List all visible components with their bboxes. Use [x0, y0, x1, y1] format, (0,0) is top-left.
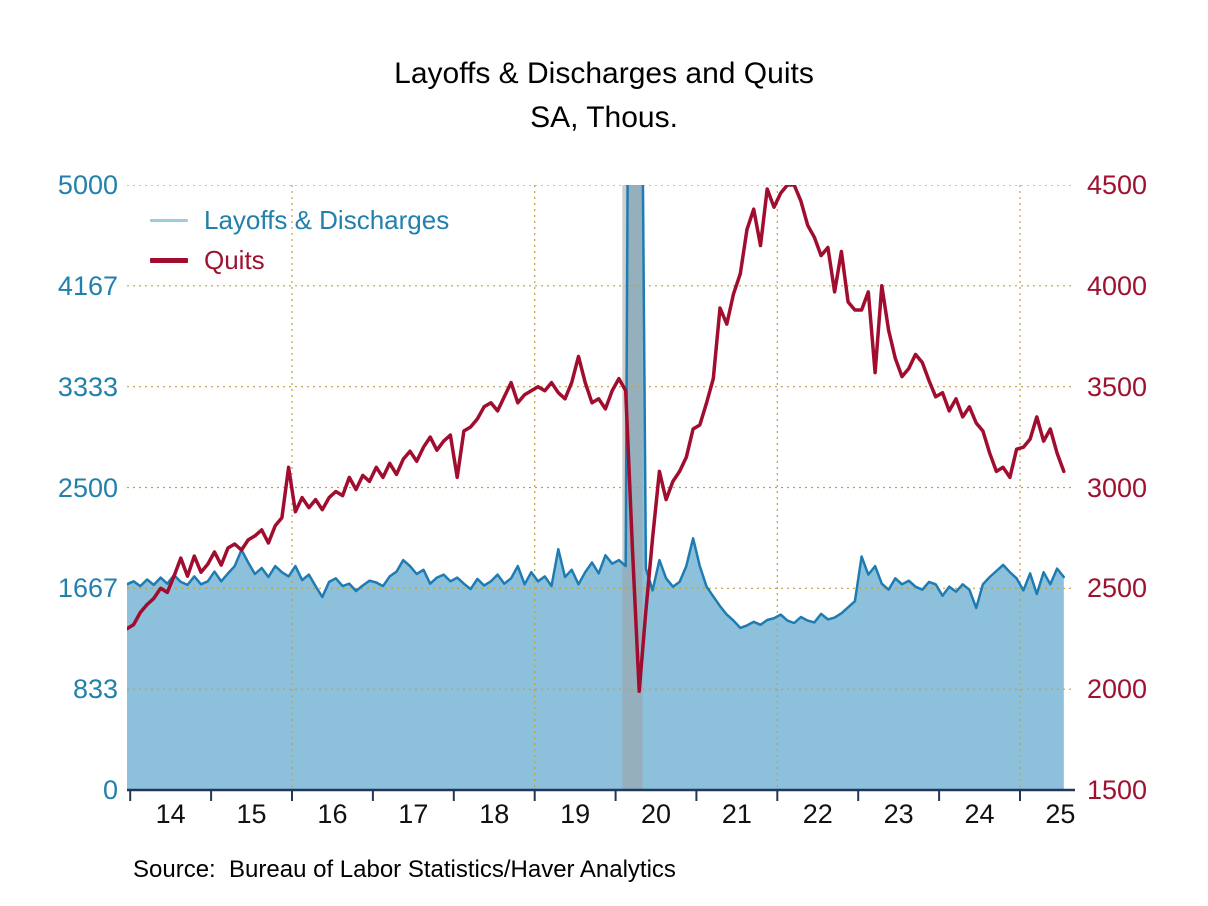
x-axis-tick-label: 17	[398, 799, 429, 829]
x-axis-tick-label: 14	[155, 799, 186, 829]
x-axis-tick-label: 25	[1045, 799, 1076, 829]
chart-subtitle: SA, Thous.	[530, 100, 678, 134]
y-axis-left-tick-label: 0	[102, 775, 118, 805]
x-axis-tick-label: 19	[560, 799, 591, 829]
x-axis-tick-label: 20	[640, 799, 672, 829]
legend: Layoffs & Discharges Quits	[150, 205, 449, 276]
legend-label-quits: Quits	[204, 245, 265, 275]
x-axis-tick-label: 24	[964, 799, 995, 829]
chart-title-block: Layoffs & Discharges and Quits SA, Thous…	[0, 52, 1208, 139]
layoffs-area-fill	[127, 185, 1064, 790]
y-axis-left-tick-label: 4167	[57, 270, 118, 301]
y-axis-left-tick-label: 5000	[57, 170, 118, 200]
layoffs-line	[127, 185, 1066, 630]
y-axis-right-tick-label: 4500	[1087, 170, 1148, 200]
y-axis-right-tick-label: 4000	[1087, 270, 1148, 301]
layoffs-line-swatch	[150, 219, 188, 222]
x-axis	[127, 788, 1075, 801]
legend-item-layoffs: Layoffs & Discharges	[150, 205, 449, 236]
y-axis-right-tick-label: 2500	[1087, 573, 1148, 604]
x-axis-tick-label: 21	[721, 799, 752, 829]
x-axis-tick-label: 22	[802, 799, 833, 829]
x-axis-tick-label: 23	[883, 799, 914, 829]
x-axis-tick-label: 15	[236, 799, 267, 829]
y-axis-right-tick-label: 3000	[1087, 472, 1148, 503]
quits-line-swatch	[150, 258, 188, 263]
y-axis-right-tick-label: 2000	[1087, 674, 1148, 705]
y-axis-right-tick-label: 1500	[1087, 775, 1148, 805]
y-axis-right-tick-label: 3500	[1087, 371, 1148, 402]
chart-title: Layoffs & Discharges and Quits	[394, 57, 814, 90]
source-note: Source: Bureau of Labor Statistics/Haver…	[133, 856, 676, 883]
y-axis-left-tick-label: 3333	[57, 371, 118, 402]
x-axis-tick-label: 16	[317, 799, 348, 829]
x-axis-tick-label: 18	[479, 799, 510, 829]
y-axis-left-tick-label: 833	[72, 674, 118, 705]
legend-label-layoffs: Layoffs & Discharges	[204, 205, 450, 235]
y-axis-left-tick-label: 1667	[57, 573, 118, 604]
legend-item-quits: Quits	[150, 245, 449, 276]
y-axis-left-tick-label: 2500	[57, 472, 118, 503]
plot-area	[127, 185, 1075, 790]
quits-line	[127, 185, 1066, 693]
